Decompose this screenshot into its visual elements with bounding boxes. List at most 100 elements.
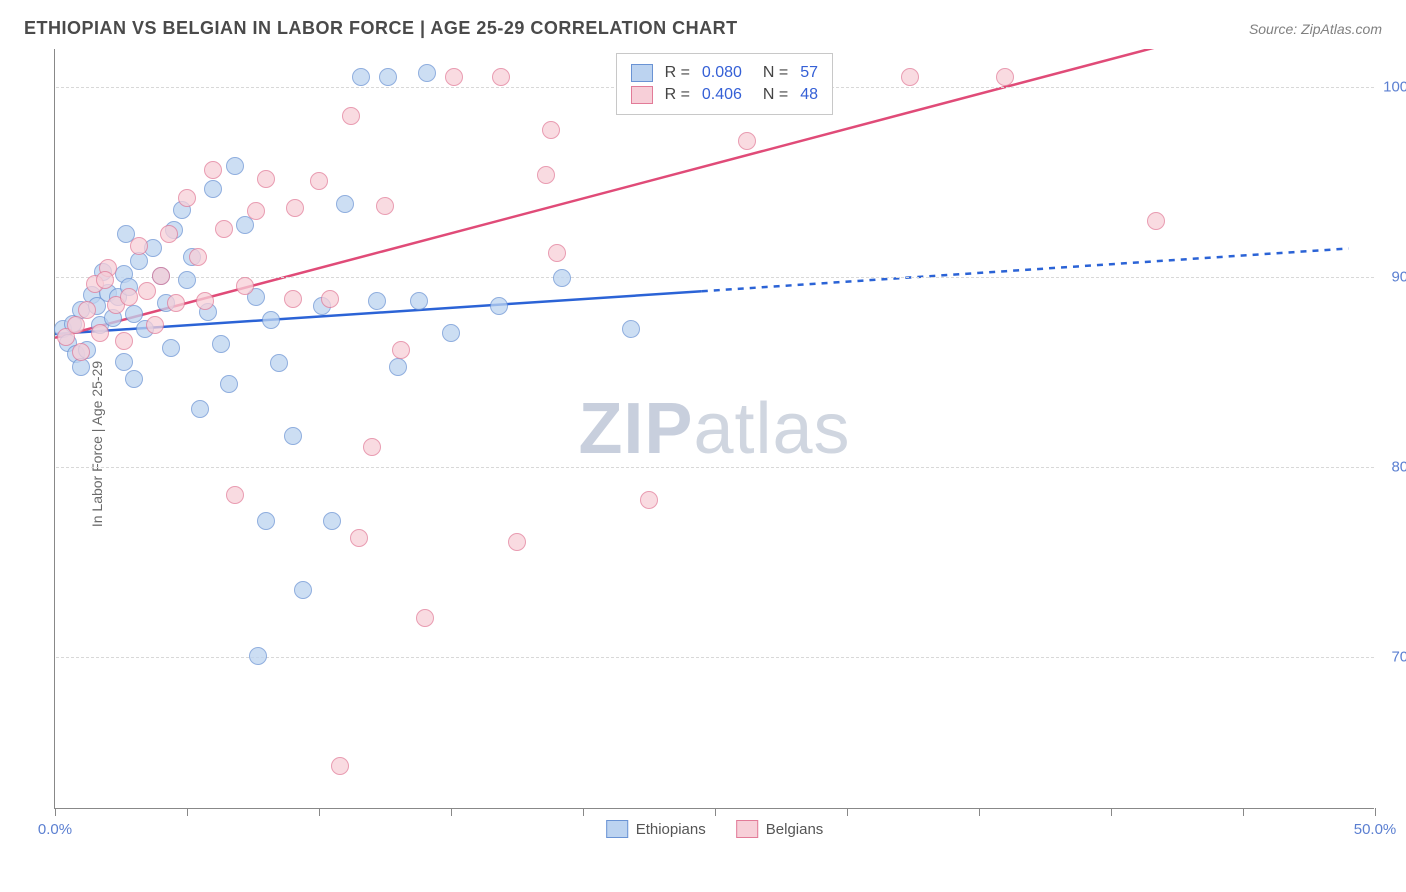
x-tick <box>1111 808 1112 816</box>
r-value: 0.406 <box>702 86 742 104</box>
gridline <box>56 277 1374 278</box>
n-label: N = <box>754 86 788 104</box>
n-label: N = <box>754 64 788 82</box>
scatter-point <box>321 290 339 308</box>
scatter-point <box>342 107 360 125</box>
n-value: 48 <box>800 86 818 104</box>
scatter-point <box>350 529 368 547</box>
x-tick-label: 50.0% <box>1354 821 1397 838</box>
scatter-point <box>125 370 143 388</box>
x-tick <box>715 808 716 816</box>
scatter-point <box>1147 212 1165 230</box>
scatter-point <box>204 180 222 198</box>
scatter-point <box>72 343 90 361</box>
scatter-point <box>553 269 571 287</box>
chart-title: ETHIOPIAN VS BELGIAN IN LABOR FORCE | AG… <box>24 18 738 39</box>
legend-label: Belgians <box>766 821 824 838</box>
scatter-point <box>96 271 114 289</box>
scatter-point <box>622 320 640 338</box>
scatter-point <box>392 341 410 359</box>
scatter-point <box>189 248 207 266</box>
scatter-point <box>363 438 381 456</box>
scatter-point <box>152 267 170 285</box>
scatter-point <box>286 199 304 217</box>
scatter-point <box>368 292 386 310</box>
correlation-row: R = 0.080 N = 57 <box>631 64 818 82</box>
scatter-point <box>257 512 275 530</box>
scatter-point <box>204 161 222 179</box>
scatter-point <box>78 301 96 319</box>
x-tick <box>583 808 584 816</box>
scatter-point <box>901 68 919 86</box>
scatter-point <box>996 68 1014 86</box>
bottom-legend: Ethiopians Belgians <box>606 820 824 838</box>
x-tick-label: 0.0% <box>38 821 72 838</box>
scatter-point <box>284 427 302 445</box>
scatter-point <box>379 68 397 86</box>
scatter-point <box>130 237 148 255</box>
chart-source: Source: ZipAtlas.com <box>1249 21 1382 37</box>
gridline <box>56 467 1374 468</box>
scatter-point <box>178 271 196 289</box>
scatter-point <box>262 311 280 329</box>
scatter-point <box>542 121 560 139</box>
scatter-point <box>445 68 463 86</box>
r-value: 0.080 <box>702 64 742 82</box>
scatter-point <box>442 324 460 342</box>
legend-swatch <box>736 820 758 838</box>
x-tick <box>1243 808 1244 816</box>
scatter-point <box>160 225 178 243</box>
scatter-point <box>249 647 267 665</box>
scatter-point <box>115 332 133 350</box>
scatter-point <box>323 512 341 530</box>
scatter-point <box>247 202 265 220</box>
scatter-point <box>537 166 555 184</box>
scatter-point <box>91 324 109 342</box>
scatter-point <box>548 244 566 262</box>
r-label: R = <box>665 86 690 104</box>
watermark: ZIPatlas <box>578 388 850 470</box>
scatter-point <box>220 375 238 393</box>
scatter-point <box>162 339 180 357</box>
series-swatch <box>631 86 653 104</box>
legend-item: Belgians <box>736 820 824 838</box>
legend-label: Ethiopians <box>636 821 706 838</box>
x-tick <box>1375 808 1376 816</box>
scatter-point <box>294 581 312 599</box>
scatter-point <box>146 316 164 334</box>
scatter-point <box>331 757 349 775</box>
scatter-point <box>212 335 230 353</box>
correlation-row: R = 0.406 N = 48 <box>631 86 818 104</box>
y-tick-label: 90.0% <box>1391 269 1406 286</box>
x-tick <box>55 808 56 816</box>
y-tick-label: 100.0% <box>1383 79 1406 96</box>
scatter-point <box>226 486 244 504</box>
scatter-point <box>120 288 138 306</box>
r-label: R = <box>665 64 690 82</box>
x-tick <box>979 808 980 816</box>
scatter-point <box>738 132 756 150</box>
x-tick <box>847 808 848 816</box>
scatter-point <box>167 294 185 312</box>
correlation-box: R = 0.080 N = 57R = 0.406 N = 48 <box>616 53 833 115</box>
n-value: 57 <box>800 64 818 82</box>
scatter-point <box>376 197 394 215</box>
scatter-point <box>257 170 275 188</box>
scatter-point <box>284 290 302 308</box>
scatter-point <box>490 297 508 315</box>
scatter-point <box>640 491 658 509</box>
scatter-point <box>178 189 196 207</box>
scatter-point <box>215 220 233 238</box>
scatter-point <box>418 64 436 82</box>
legend-item: Ethiopians <box>606 820 706 838</box>
scatter-point <box>492 68 510 86</box>
scatter-point <box>352 68 370 86</box>
scatter-point <box>336 195 354 213</box>
scatter-point <box>196 292 214 310</box>
x-tick <box>187 808 188 816</box>
scatter-point <box>310 172 328 190</box>
chart-container: In Labor Force | Age 25-29 ZIPatlas 70.0… <box>54 49 1382 839</box>
scatter-point <box>226 157 244 175</box>
scatter-point <box>115 353 133 371</box>
scatter-point <box>138 282 156 300</box>
